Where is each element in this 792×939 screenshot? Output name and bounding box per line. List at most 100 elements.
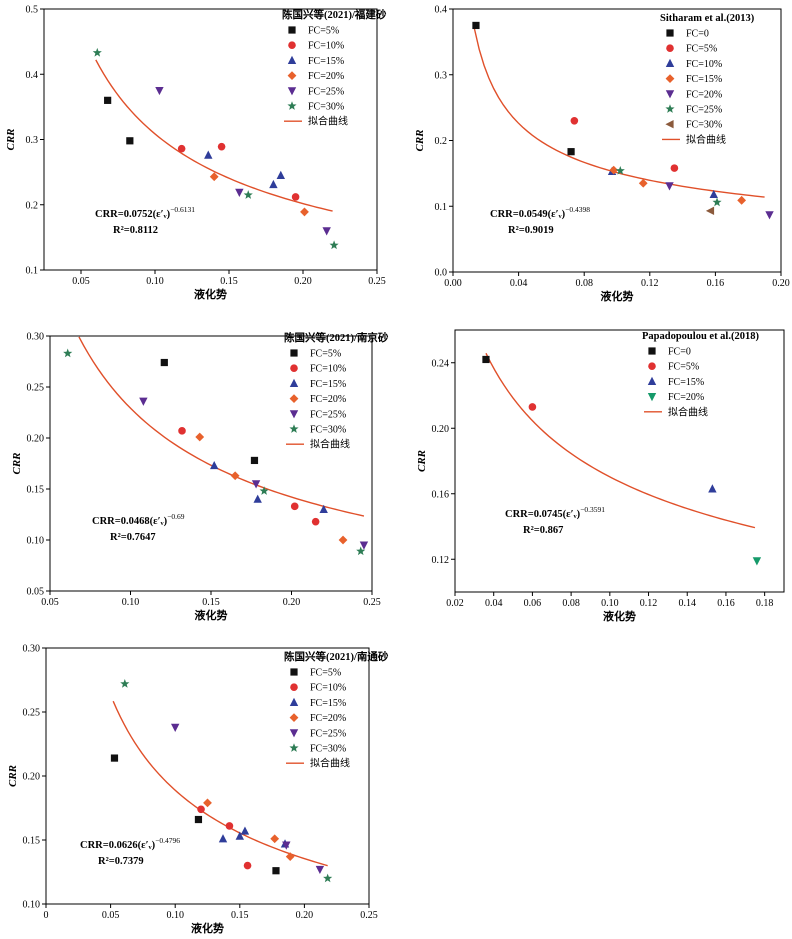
x-tick-label: 0.10: [122, 597, 140, 608]
legend-label: FC=25%: [686, 105, 722, 116]
series-fc30: [63, 348, 366, 556]
legend-label: FC=15%: [686, 74, 722, 85]
y-tick-label: 0.0: [435, 268, 448, 279]
data-point: [359, 541, 369, 550]
series-fc25: [139, 397, 369, 550]
fit-curve: [485, 352, 756, 529]
x-axis-title: 液化势: [195, 608, 228, 622]
legend-marker: [289, 713, 299, 722]
data-point: [323, 873, 333, 883]
data-point: [243, 190, 253, 199]
x-tick-label: 0.25: [368, 276, 386, 287]
series-fc5: [110, 754, 280, 875]
y-tick-label: 0.4: [26, 70, 39, 81]
series-fc5: [528, 403, 537, 411]
series-fc0: [482, 355, 490, 364]
series-fc20: [203, 798, 295, 862]
legend-label: FC=10%: [310, 683, 346, 694]
legend-label: FC=0: [668, 347, 691, 358]
x-tick-label: 0.25: [363, 597, 381, 608]
legend-marker: [290, 349, 298, 357]
series-fc15: [609, 165, 747, 205]
x-tick-label: 0.00: [444, 278, 462, 289]
y-tick-label: 0.20: [23, 772, 41, 783]
y-tick-label: 0.20: [432, 424, 450, 435]
legend-label: FC=20%: [310, 394, 346, 405]
legend-marker: [666, 44, 674, 52]
legend-marker: [666, 29, 674, 37]
legend-marker: [665, 90, 675, 99]
y-axis-title: CRR: [414, 129, 426, 151]
data-point: [356, 546, 366, 556]
legend-label: FC=15%: [310, 698, 346, 709]
data-point: [712, 197, 722, 207]
legend-label: FC=5%: [686, 44, 717, 55]
data-point: [665, 182, 674, 191]
y-tick-label: 0.15: [27, 485, 45, 496]
legend-marker: [289, 378, 299, 387]
data-point: [319, 504, 328, 513]
legend-marker: [665, 104, 675, 113]
y-tick-label: 0.25: [27, 383, 45, 394]
legend-marker: [288, 41, 296, 49]
legend-label: FC=10%: [686, 59, 722, 70]
data-point: [311, 517, 320, 526]
x-tick-label: 0.12: [640, 598, 658, 609]
series-fc15: [204, 150, 285, 189]
x-tick-label: 0.20: [294, 276, 312, 287]
x-tick-label: 0.12: [641, 278, 659, 289]
data-point: [253, 494, 262, 503]
x-axis-title: 液化势: [194, 287, 227, 301]
x-tick-label: 0.15: [220, 276, 238, 287]
data-point: [615, 165, 625, 175]
x-tick-label: 0.02: [446, 598, 464, 609]
legend-marker: [647, 376, 657, 385]
y-tick-label: 0.10: [27, 536, 45, 547]
y-tick-label: 0.2: [435, 136, 448, 147]
y-tick-label: 0.3: [26, 135, 39, 146]
x-tick-label: 0.14: [678, 598, 696, 609]
series-fc5: [104, 96, 134, 145]
data-point: [315, 865, 325, 875]
data-point: [570, 116, 579, 125]
x-tick-label: 0.06: [524, 598, 542, 609]
data-point: [235, 831, 244, 840]
series-fc15: [708, 484, 717, 493]
x-tick-label: 0.10: [146, 276, 164, 287]
data-point: [155, 86, 164, 96]
legend-marker: [289, 424, 299, 433]
legend-label: FC=15%: [668, 377, 704, 388]
x-tick-label: 0.08: [562, 598, 580, 609]
data-point: [240, 826, 250, 835]
legend-marker: [665, 120, 674, 129]
x-tick-label: 0.16: [717, 598, 735, 609]
series-fc25: [615, 165, 722, 207]
r-squared: R²=0.9019: [508, 225, 554, 236]
series-fc20: [209, 172, 309, 217]
chart-panel-1: 0.05 0.10 0.15 0.20 0.25 0.1 0.2 0.3 0.4 0.5 液化势 CR…: [5, 5, 387, 302]
x-tick-label: 0.25: [360, 910, 378, 921]
series-fc30: [120, 679, 333, 883]
legend-label: FC=5%: [310, 349, 341, 360]
legend-title: Sitharam et al.(2013): [660, 13, 755, 24]
data-point: [171, 723, 180, 732]
legend-marker: [648, 347, 656, 355]
data-point: [269, 179, 278, 189]
data-point: [210, 460, 219, 470]
legend-label: FC=0: [686, 29, 709, 40]
legend-label: FC=20%: [668, 392, 704, 403]
data-point: [197, 805, 205, 814]
legend-fit-label: 拟合曲线: [668, 405, 708, 418]
series-fc30: [92, 47, 339, 250]
legend-label: FC=10%: [310, 364, 346, 375]
data-point: [322, 227, 331, 236]
y-tick-label: 0.25: [23, 708, 41, 719]
chart-panel-2: 0.00 0.04 0.08 0.12 0.16 0.20 0.0 0.1 0.2 0.3 0.4 液…: [414, 5, 790, 304]
data-point: [218, 834, 228, 843]
equation: CRR=0.0468(ε′ᵥ)−0.69: [92, 512, 185, 527]
legend-fit-label: 拟合曲线: [686, 133, 726, 146]
x-axis-title: 液化势: [191, 921, 224, 935]
y-tick-label: 0.5: [26, 5, 39, 16]
x-tick-label: 0.15: [231, 910, 249, 921]
